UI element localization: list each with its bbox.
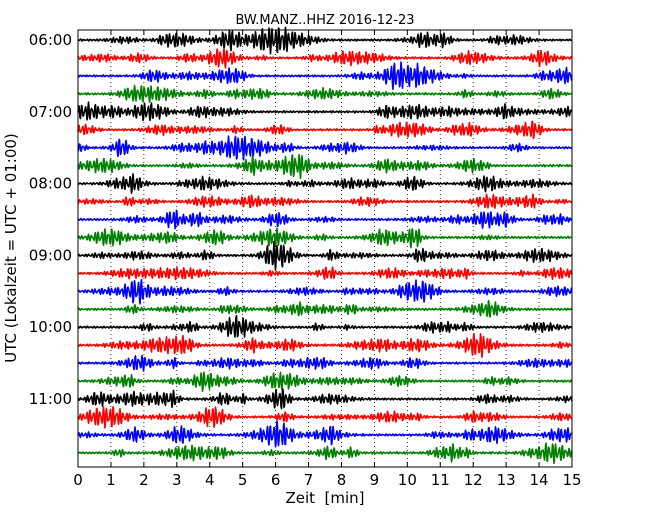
x-tick-label: 14 [530, 471, 549, 489]
plot-frame [77, 29, 573, 468]
x-tick-label: 9 [370, 471, 380, 489]
y-tick-label: 09:00 [29, 246, 72, 264]
x-tick-label: 7 [304, 471, 314, 489]
x-tick-label: 1 [106, 471, 116, 489]
seismic-trace [77, 314, 573, 338]
x-tick-label: 11 [431, 471, 450, 489]
seismic-trace [77, 101, 573, 122]
x-axis-ticks: 0 1 2 3 4 5 6 7 8 9 10 11 12 13 14 15 [73, 30, 582, 489]
seismic-trace [77, 299, 573, 318]
x-tick-label: 2 [139, 471, 149, 489]
chart-title: BW.MANZ..HHZ 2016-12-23 [235, 13, 414, 28]
x-tick-label: 10 [398, 471, 417, 489]
seismic-trace [77, 388, 573, 410]
x-tick-label: 8 [337, 471, 347, 489]
seismic-trace [77, 193, 573, 209]
seismic-traces [77, 26, 573, 465]
y-tick-label: 06:00 [29, 31, 72, 49]
seismic-trace [77, 332, 573, 359]
seismic-trace [77, 135, 573, 161]
seismic-trace [77, 209, 573, 230]
seismic-trace [77, 120, 573, 140]
seismic-trace [77, 227, 573, 249]
seismic-trace [77, 153, 573, 180]
seismic-trace [77, 26, 573, 55]
seismic-trace [77, 173, 573, 195]
x-tick-label: 6 [271, 471, 281, 489]
x-tick-label: 3 [172, 471, 182, 489]
x-tick-label: 4 [205, 471, 215, 489]
seismic-trace [77, 240, 573, 271]
y-tick-label: 11:00 [29, 390, 72, 408]
seismic-trace [77, 47, 573, 69]
seismic-trace [77, 266, 573, 281]
y-tick-label: 07:00 [29, 103, 72, 121]
seismic-trace [77, 84, 573, 103]
seismic-trace [77, 420, 573, 448]
seismic-trace [77, 371, 573, 393]
x-axis-label: Zeit [min] [285, 489, 364, 507]
y-tick-label: 08:00 [29, 175, 72, 193]
seismic-trace [77, 278, 573, 305]
seismic-trace [77, 354, 573, 372]
y-axis-label: UTC (Lokalzeit = UTC + 01:00) [2, 133, 20, 363]
seismic-trace [77, 406, 573, 429]
x-tick-label: 15 [562, 471, 581, 489]
y-axis-ticks: 06:00 07:00 08:00 09:00 10:00 11:00 [29, 31, 572, 408]
x-tick-label: 5 [238, 471, 248, 489]
y-tick-label: 10:00 [29, 318, 72, 336]
seismic-trace [77, 442, 573, 465]
x-tick-label: 13 [497, 471, 516, 489]
x-tick-label: 12 [464, 471, 483, 489]
x-tick-label: 0 [73, 471, 83, 489]
seismic-trace [77, 61, 573, 91]
